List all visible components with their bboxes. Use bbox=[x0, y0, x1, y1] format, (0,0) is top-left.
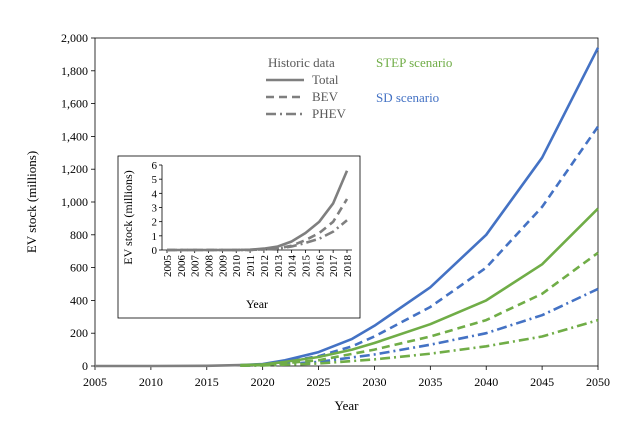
y-tick-label: 1,400 bbox=[61, 129, 88, 143]
legend-label-bev: BEV bbox=[312, 89, 339, 104]
x-tick-label: 2010 bbox=[139, 375, 163, 389]
x-tick-label: 2005 bbox=[83, 375, 107, 389]
series-line-historic-data-total bbox=[95, 363, 241, 368]
inset-x-tick-label: 2017 bbox=[328, 255, 340, 278]
x-tick-label: 2020 bbox=[251, 375, 275, 389]
x-tick-label: 2030 bbox=[362, 375, 386, 389]
inset-series-line-phev bbox=[167, 219, 348, 252]
y-tick-label: 800 bbox=[70, 228, 88, 242]
inset-y-tick-label: 1 bbox=[152, 231, 158, 243]
y-tick-label: 2,000 bbox=[61, 31, 88, 45]
inset-y-tick-label: 3 bbox=[152, 203, 158, 215]
x-tick-label: 2015 bbox=[195, 375, 219, 389]
inset-x-tick-label: 2010 bbox=[231, 255, 243, 278]
x-tick-label: 2040 bbox=[474, 375, 498, 389]
inset-frame bbox=[117, 155, 361, 319]
x-tick-label: 2050 bbox=[586, 375, 610, 389]
inset-y-axis-title: EV stock (millions) bbox=[121, 170, 135, 264]
inset-x-tick-label: 2007 bbox=[190, 255, 202, 278]
inset-x-tick-label: 2011 bbox=[245, 255, 257, 277]
series-line-step-scenario-phev bbox=[240, 318, 599, 367]
inset-x-tick-label: 2006 bbox=[176, 255, 188, 278]
inset-x-tick-label: 2009 bbox=[217, 255, 229, 278]
inset-x-tick-label: 2005 bbox=[162, 255, 174, 278]
legend: Historic data STEP scenario SD scenario … bbox=[266, 55, 452, 121]
legend-title-sd: SD scenario bbox=[376, 90, 439, 105]
x-tick-label: 2025 bbox=[307, 375, 331, 389]
legend-label-phev: PHEV bbox=[312, 106, 347, 121]
y-tick-label: 1,000 bbox=[61, 195, 88, 209]
inset-y-tick-label: 5 bbox=[152, 174, 158, 186]
y-tick-label: 600 bbox=[70, 261, 88, 275]
x-tick-label: 2045 bbox=[530, 375, 554, 389]
main-plot: 0 200 400 600 800 1,000 1,200 1,400 1,600 1,800 2,… bbox=[24, 31, 610, 413]
legend-title-step: STEP scenario bbox=[376, 55, 452, 70]
y-tick-label: 1,200 bbox=[61, 162, 88, 176]
y-tick-label: 0 bbox=[82, 359, 88, 373]
y-tick-label: 400 bbox=[70, 293, 88, 307]
y-tick-label: 200 bbox=[70, 326, 88, 340]
y-axis-title: EV stock (millions) bbox=[24, 151, 39, 253]
series-line-sd-scenario-phev bbox=[240, 287, 599, 367]
inset-x-tick-label: 2015 bbox=[300, 255, 312, 278]
x-axis-title: Year bbox=[335, 398, 360, 413]
inset-x-tick-label: 2013 bbox=[273, 255, 285, 278]
inset-x-tick-label: 2016 bbox=[314, 255, 326, 278]
legend-title-historic: Historic data bbox=[268, 55, 335, 70]
inset-x-tick-label: 2012 bbox=[259, 255, 271, 277]
y-tick-label: 1,800 bbox=[61, 64, 88, 78]
y-tick-label: 1,600 bbox=[61, 97, 88, 111]
inset-y-tick-label: 6 bbox=[152, 160, 158, 172]
inset-x-tick-label: 2008 bbox=[204, 255, 216, 278]
inset-x-tick-label: 2018 bbox=[342, 255, 354, 278]
series-line-step-scenario-bev bbox=[240, 251, 599, 367]
inset-y-tick-label: 0 bbox=[152, 245, 158, 257]
inset-x-tick-label: 2014 bbox=[287, 255, 299, 278]
legend-label-total: Total bbox=[312, 72, 339, 87]
inset-x-axis-title: Year bbox=[246, 297, 268, 311]
x-tick-label: 2035 bbox=[418, 375, 442, 389]
inset-y-tick-label: 2 bbox=[152, 217, 158, 229]
inset-y-tick-label: 4 bbox=[152, 188, 158, 200]
